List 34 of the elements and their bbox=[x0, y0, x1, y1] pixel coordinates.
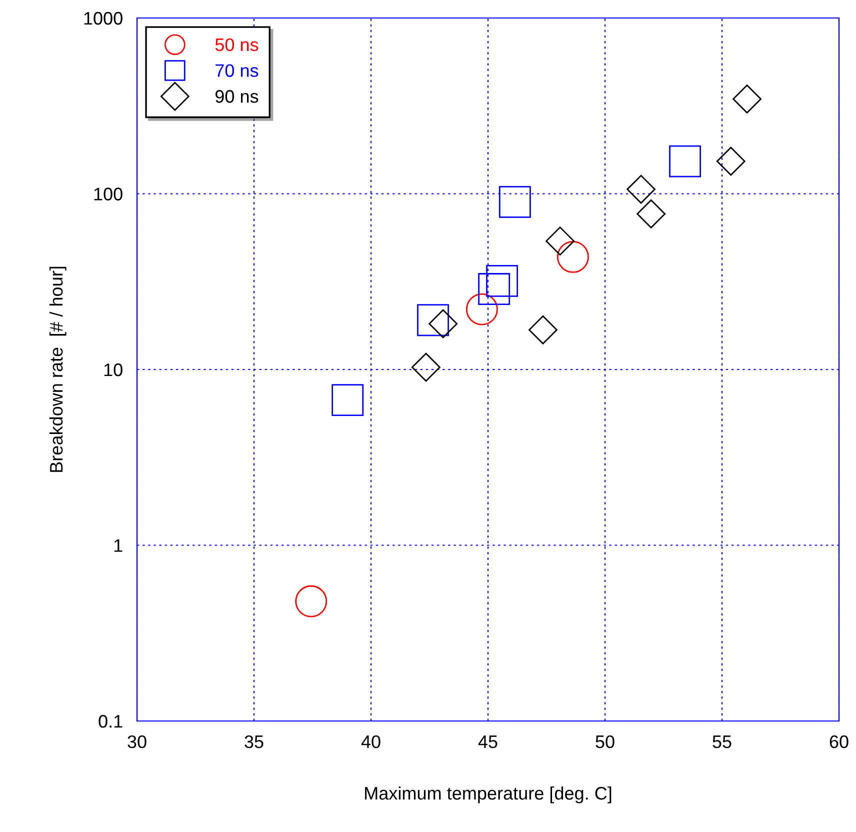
point bbox=[428, 309, 458, 338]
point bbox=[556, 240, 589, 273]
legend-label: 90 ns bbox=[215, 90, 258, 103]
y-tick-label: 0.1 bbox=[98, 714, 122, 728]
point bbox=[669, 145, 701, 178]
x-tick-label: 35 bbox=[244, 735, 264, 748]
point bbox=[295, 585, 328, 618]
legend-label: 70 ns bbox=[216, 64, 258, 77]
point bbox=[528, 315, 558, 344]
point bbox=[486, 264, 518, 297]
x-axis-title: Maximum temperature [deg. C] bbox=[365, 786, 612, 804]
point bbox=[626, 174, 656, 204]
point bbox=[498, 186, 531, 218]
y-axis-title: Breakdown rate [# / hour] bbox=[49, 266, 66, 472]
legend-label: 50 ns bbox=[215, 38, 258, 52]
y-tick-label: 100 bbox=[94, 188, 122, 200]
y-tick-label: 1000 bbox=[84, 12, 122, 25]
point bbox=[732, 84, 762, 114]
point bbox=[636, 199, 666, 228]
point bbox=[466, 293, 498, 326]
point bbox=[716, 146, 746, 176]
x-tick-label: 30 bbox=[128, 735, 146, 748]
y-tick-label: 1 bbox=[114, 539, 122, 552]
x-tick-label: 55 bbox=[712, 736, 732, 748]
x-tick-label: 45 bbox=[478, 736, 498, 748]
x-tick-label: 60 bbox=[830, 735, 848, 748]
point bbox=[417, 304, 449, 336]
x-tick-label: 50 bbox=[596, 735, 614, 748]
point bbox=[332, 384, 364, 416]
point bbox=[546, 226, 575, 256]
y-tick-label: 10 bbox=[104, 363, 122, 376]
point bbox=[412, 352, 440, 382]
x-tick-label: 40 bbox=[361, 735, 380, 748]
point bbox=[478, 273, 510, 305]
